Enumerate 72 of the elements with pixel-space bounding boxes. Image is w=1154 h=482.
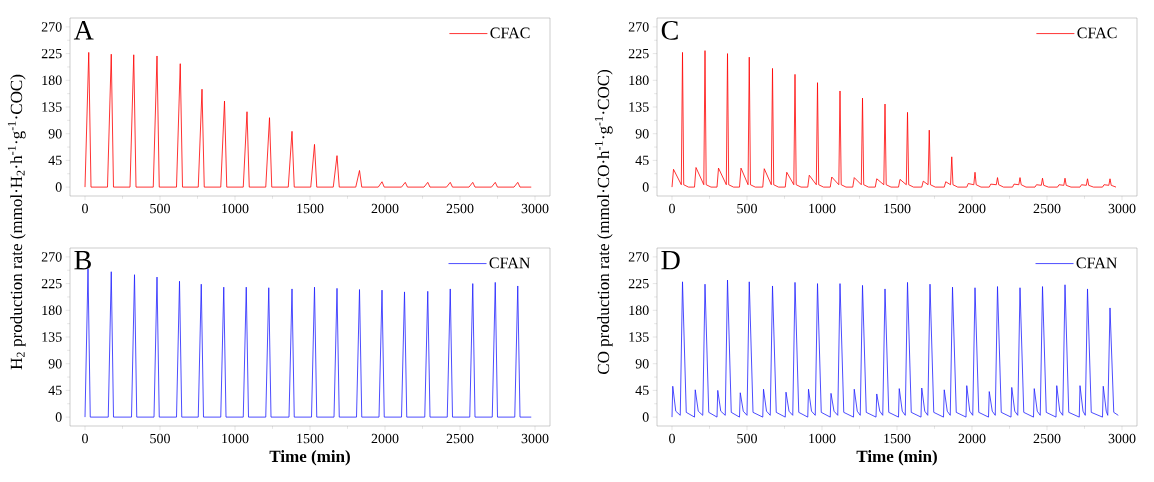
x-tick-label: 500 (150, 203, 170, 214)
x-axis-title: Time (min) (269, 450, 350, 466)
y-tick-label: 90 (48, 128, 62, 139)
x-tick-label: 3000 (1108, 433, 1136, 444)
legend-label: CFAC (1077, 27, 1117, 39)
x-tick-label: 2000 (371, 433, 399, 444)
line-series (671, 50, 1117, 188)
line-series (84, 268, 532, 418)
y-tick-label: 135 (42, 102, 62, 112)
line-series (671, 279, 1119, 418)
y-axis-title: CO production rate (mmol·CO·h$^{-1}$·g$^{-1}$·COC) (594, 69, 613, 375)
x-tick-label: 2500 (1033, 433, 1061, 444)
annotation: C (661, 20, 678, 40)
y-tick-label: 270 (628, 252, 649, 262)
x-tick-label: 1500 (297, 203, 324, 214)
annotation: A (73, 20, 94, 40)
x-tick-label: 1500 (884, 433, 911, 444)
y-tick-label: 45 (48, 385, 62, 396)
x-tick-label: 2500 (446, 433, 474, 444)
x-tick-label: 1000 (222, 203, 249, 214)
legend-label: CFAN (1076, 257, 1118, 269)
x-tick-label: 3000 (1108, 203, 1136, 214)
x-tick-label: 500 (150, 433, 170, 444)
line-series (84, 52, 532, 188)
y-tick-label: 45 (48, 155, 62, 166)
y-tick-label: 90 (635, 128, 649, 139)
legend-label: CFAN (489, 257, 531, 269)
x-tick-label: 3000 (521, 203, 549, 214)
x-tick-label: 1000 (809, 433, 836, 444)
x-tick-label: 1000 (809, 203, 836, 214)
x-tick-label: 2500 (446, 203, 474, 214)
y-tick-label: 0 (55, 412, 62, 422)
y-tick-label: 225 (628, 278, 649, 289)
text: H$_{2}$ production rate (mmol·H$_{2}$·h$^{-1}$·g$^{-1}$·COC) (7, 74, 26, 370)
y-tick-label: 225 (41, 278, 62, 289)
y-tick-label: 135 (629, 102, 649, 112)
annotation: B (74, 250, 91, 270)
y-tick-label: 0 (642, 182, 649, 192)
x-tick-label: 1500 (297, 433, 324, 444)
x-tick-label: 2000 (958, 203, 986, 214)
y-tick-label: 270 (41, 22, 62, 32)
x-tick-label: 0 (82, 203, 88, 214)
y-tick-label: 90 (635, 358, 649, 369)
y-tick-label: 0 (642, 412, 649, 422)
y-tick-label: 270 (41, 252, 62, 262)
x-tick-label: 1000 (222, 433, 249, 444)
x-tick-label: 500 (737, 203, 757, 214)
y-tick-label: 270 (628, 22, 649, 32)
y-tick-label: 90 (48, 358, 62, 369)
x-axis-title: Time (min) (856, 450, 937, 466)
y-tick-label: 135 (42, 332, 62, 342)
y-tick-label: 180 (629, 75, 649, 86)
y-tick-label: 180 (42, 305, 62, 316)
y-tick-label: 45 (635, 385, 649, 396)
y-tick-label: 180 (629, 305, 649, 316)
legend-label: CFAC (490, 27, 530, 39)
x-tick-label: 500 (737, 433, 757, 444)
x-tick-label: 3000 (521, 433, 549, 444)
y-tick-label: 225 (628, 48, 649, 59)
x-tick-label: 2500 (1033, 203, 1061, 214)
y-tick-label: 135 (629, 332, 649, 342)
y-tick-label: 180 (42, 75, 62, 86)
y-tick-label: 45 (635, 155, 649, 166)
x-tick-label: 0 (82, 433, 88, 444)
x-tick-label: 0 (669, 433, 675, 444)
x-tick-label: 0 (669, 203, 675, 214)
x-tick-label: 2000 (958, 433, 986, 444)
annotation: D (661, 250, 680, 270)
x-tick-label: 1500 (884, 203, 911, 214)
y-tick-label: 225 (41, 48, 62, 59)
y-tick-label: 0 (55, 182, 62, 192)
x-tick-label: 2000 (371, 203, 399, 214)
